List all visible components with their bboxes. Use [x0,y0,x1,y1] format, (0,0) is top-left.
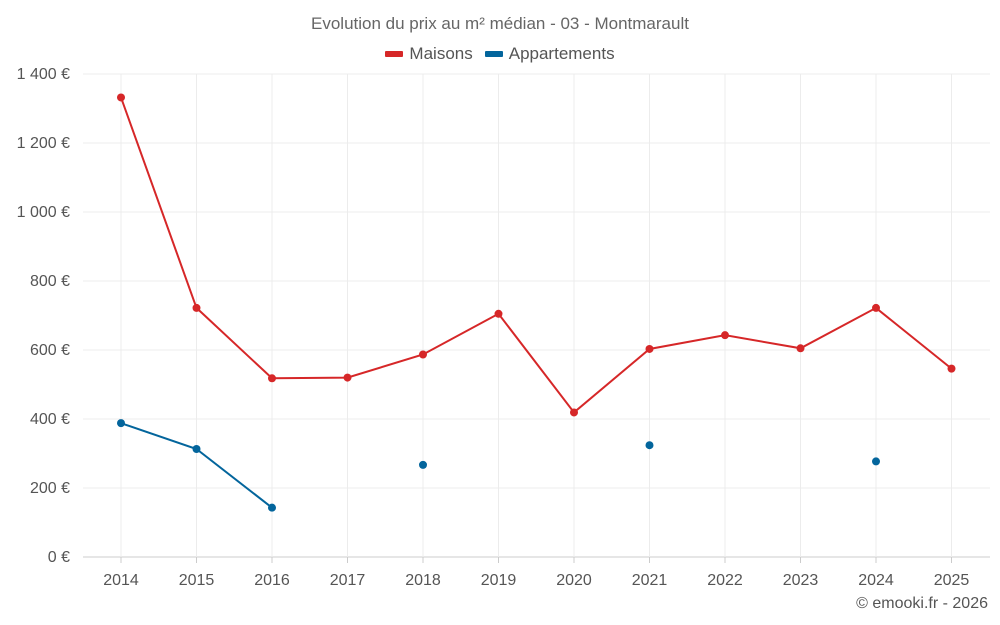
data-point-maisons [645,344,654,353]
data-point-maisons [268,374,276,383]
data-point-maisons [872,303,880,312]
data-point-appartements [419,460,427,469]
x-tick-label: 2023 [783,572,819,589]
data-point-appartements [645,441,654,450]
y-tick-label: 800 € [30,273,70,290]
data-point-maisons [947,364,956,373]
data-point-appartements [268,503,276,512]
data-point-maisons [721,331,729,340]
x-tick-label: 2019 [481,572,517,589]
data-point-maisons [343,373,352,382]
legend-swatch-appartements [484,51,503,57]
x-tick-label: 2025 [934,572,970,589]
data-point-appartements [117,419,125,428]
x-tick-label: 2015 [179,572,215,589]
legend-label-maisons: Maisons [409,44,473,63]
x-tick-label: 2014 [103,572,139,589]
data-point-maisons [796,344,805,353]
data-point-maisons [570,408,578,417]
x-tick-label: 2024 [858,572,894,589]
data-point-maisons [117,93,125,102]
y-tick-label: 400 € [30,411,70,428]
y-tick-label: 600 € [30,342,70,359]
x-tick-label: 2016 [254,572,290,589]
series-line-maisons [120,97,953,414]
data-point-appartements [872,457,880,466]
legend-swatch-maisons [385,51,404,57]
legend-item-appartements[interactable]: Appartements [484,44,615,64]
x-tick-label: 2020 [556,572,592,589]
x-tick-label: 2018 [405,572,441,589]
y-tick-label: 200 € [30,480,70,497]
y-tick-label: 1 200 € [17,135,70,152]
credit-text: © emooki.fr - 2026 [856,595,988,612]
x-tick-label: 2021 [632,572,668,589]
data-point-appartements [192,445,201,454]
legend-item-maisons[interactable]: Maisons [385,44,473,64]
data-point-maisons [419,350,427,359]
y-tick-label: 1 400 € [17,66,70,83]
data-point-maisons [494,309,503,318]
legend: Maisons Appartements [0,44,1000,64]
y-tick-label: 0 € [48,549,70,566]
legend-label-appartements: Appartements [508,44,615,63]
x-tick-label: 2022 [707,572,743,589]
y-tick-label: 1 000 € [17,204,70,221]
chart-title: Evolution du prix au m² médian - 03 - Mo… [311,14,689,33]
x-tick-label: 2017 [330,572,366,589]
data-point-maisons [192,303,201,312]
